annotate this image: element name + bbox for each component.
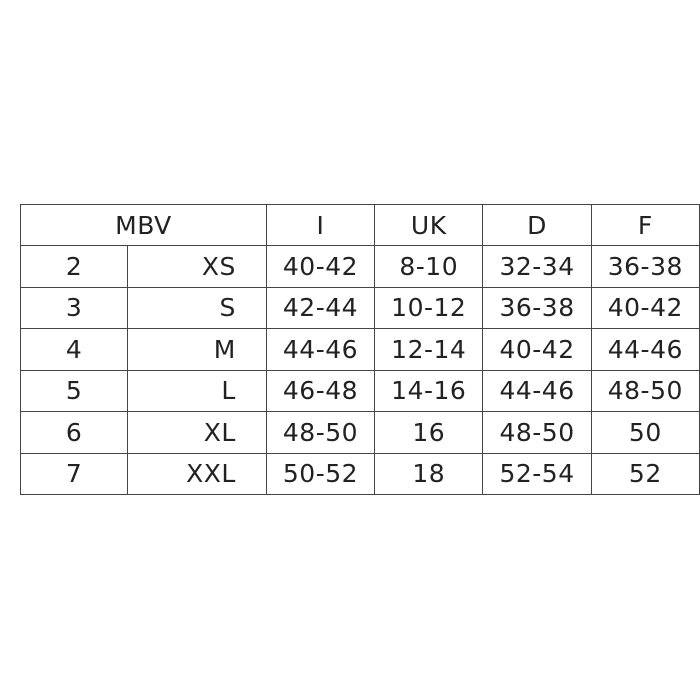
mbv-size-cell: M	[127, 328, 267, 371]
header-i: I	[265, 204, 376, 246]
table-row: 6 XL 48-50 16 48-50 50	[19, 411, 700, 454]
i-size-cell: 48-50	[265, 411, 376, 454]
header-d: D	[482, 204, 592, 246]
d-size-cell: 40-42	[482, 328, 592, 371]
size-chart-table: MBV I UK D F 2 XS 40-42 8-10 32-34 36-38 3 S 42-…	[19, 204, 700, 495]
uk-size-cell: 8-10	[374, 245, 484, 288]
mbv-size-cell: XXL	[127, 452, 267, 495]
table-row: 4 M 44-46 12-14 40-42 44-46	[19, 328, 700, 371]
table-row: 3 S 42-44 10-12 36-38 40-42	[19, 286, 700, 329]
d-size-cell: 52-54	[482, 452, 592, 495]
table-row: 2 XS 40-42 8-10 32-34 36-38	[19, 245, 700, 288]
uk-size-cell: 10-12	[374, 286, 484, 329]
f-size-cell: 40-42	[590, 286, 700, 329]
mbv-number-cell: 2	[19, 245, 129, 288]
f-size-cell: 52	[590, 452, 700, 495]
d-size-cell: 48-50	[482, 411, 592, 454]
f-size-cell: 36-38	[590, 245, 700, 288]
uk-size-cell: 14-16	[374, 369, 484, 412]
header-mbv: MBV	[20, 204, 267, 246]
f-size-cell: 50	[590, 411, 700, 454]
header-f: F	[590, 204, 700, 246]
i-size-cell: 46-48	[265, 369, 376, 412]
mbv-size-cell: XS	[127, 245, 267, 288]
d-size-cell: 36-38	[482, 286, 592, 329]
i-size-cell: 50-52	[265, 452, 376, 495]
mbv-size-cell: L	[127, 369, 267, 412]
mbv-number-cell: 5	[19, 369, 129, 412]
d-size-cell: 44-46	[482, 369, 592, 412]
mbv-number-cell: 7	[19, 452, 129, 495]
mbv-size-cell: XL	[127, 411, 267, 454]
f-size-cell: 44-46	[590, 328, 700, 371]
uk-size-cell: 12-14	[374, 328, 484, 371]
header-row: MBV I UK D F	[20, 204, 700, 246]
f-size-cell: 48-50	[590, 369, 700, 412]
mbv-size-cell: S	[127, 286, 267, 329]
i-size-cell: 42-44	[265, 286, 376, 329]
d-size-cell: 32-34	[482, 245, 592, 288]
table-row: 5 L 46-48 14-16 44-46 48-50	[19, 369, 700, 412]
mbv-number-cell: 4	[19, 328, 129, 371]
uk-size-cell: 16	[374, 411, 484, 454]
table-row: 7 XXL 50-52 18 52-54 52	[19, 452, 700, 495]
header-uk: UK	[374, 204, 484, 246]
uk-size-cell: 18	[374, 452, 484, 495]
i-size-cell: 40-42	[265, 245, 376, 288]
i-size-cell: 44-46	[265, 328, 376, 371]
mbv-number-cell: 3	[19, 286, 129, 329]
mbv-number-cell: 6	[19, 411, 129, 454]
